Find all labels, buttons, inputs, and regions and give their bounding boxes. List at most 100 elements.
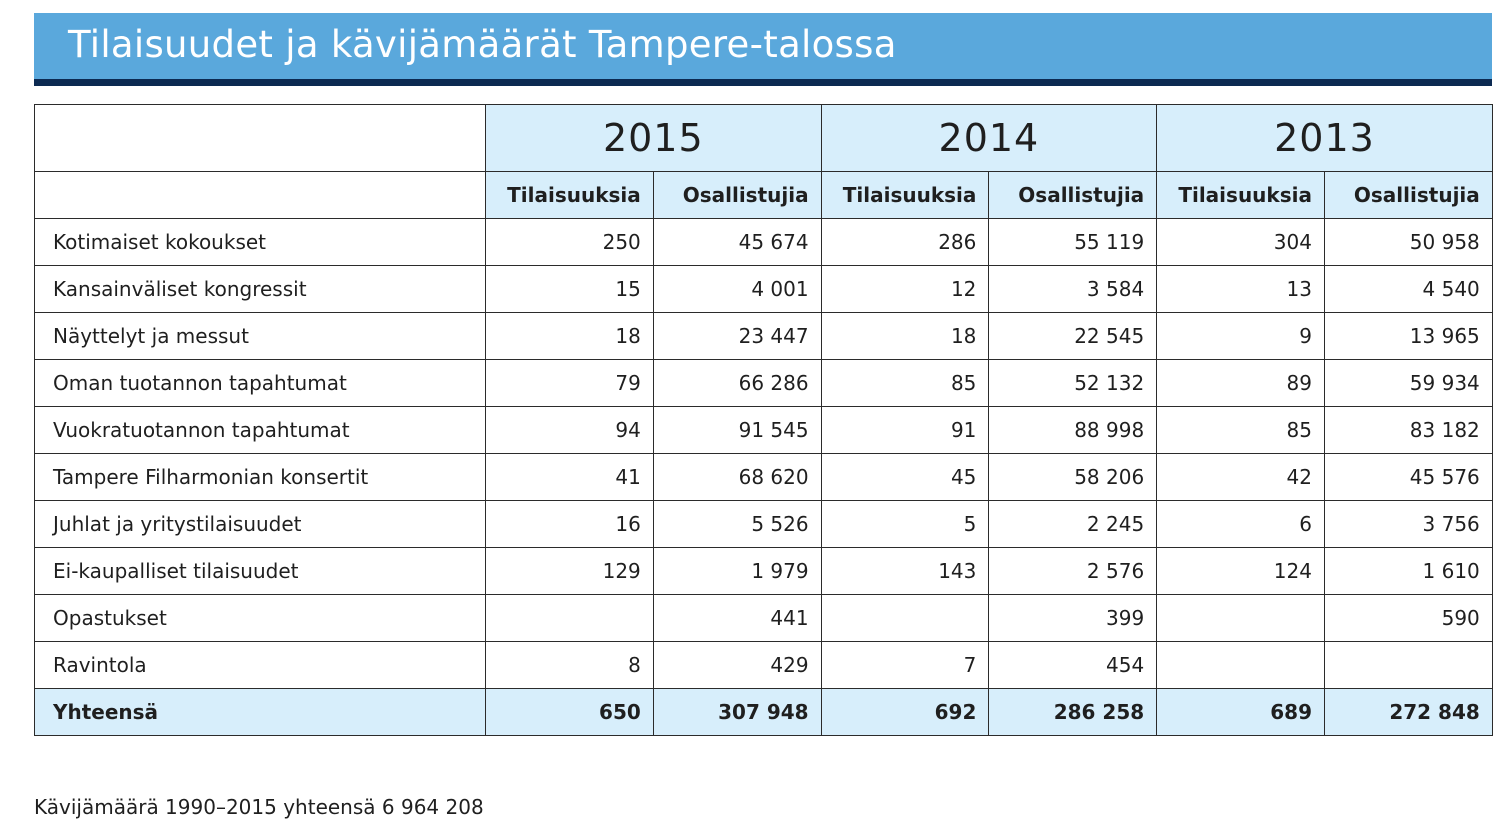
value-cell: 85 (1156, 406, 1325, 454)
value-cell (820, 594, 990, 642)
value-cell: 23 447 (652, 312, 822, 360)
year-header-2013: 2013 (1156, 104, 1493, 172)
value-cell: 4 001 (652, 265, 822, 313)
value-cell: 129 (485, 547, 654, 595)
column-header: Osallistujia (1323, 171, 1493, 219)
value-cell: 88 998 (988, 406, 1158, 454)
value-cell: 454 (988, 641, 1158, 689)
value-cell: 124 (1156, 547, 1325, 595)
value-cell: 3 756 (1323, 500, 1493, 548)
row-label: Kansainväliset kongressit (34, 265, 486, 313)
value-cell: 91 545 (652, 406, 822, 454)
table-row: Näyttelyt ja messut 18 23 447 18 22 545 9 13 9… (34, 312, 1493, 360)
value-cell: 18 (820, 312, 990, 360)
value-cell: 91 (820, 406, 990, 454)
value-cell: 85 (820, 359, 990, 407)
year-header-2015: 2015 (485, 104, 822, 172)
row-label: Tampere Filharmonian konsertit (34, 453, 486, 501)
row-label: Ravintola (34, 641, 486, 689)
value-cell (1323, 641, 1493, 689)
row-label: Ei-kaupalliset tilaisuudet (34, 547, 486, 595)
value-cell: 45 576 (1323, 453, 1493, 501)
table-row: Ei-kaupalliset tilaisuudet 129 1 979 143 2 5… (34, 547, 1493, 595)
value-cell: 66 286 (652, 359, 822, 407)
value-cell: 2 576 (988, 547, 1158, 595)
table-row: Juhlat ja yritystilaisuudet 16 5 526 5 2 245… (34, 500, 1493, 548)
column-header: Osallistujia (652, 171, 822, 219)
value-cell: 1 610 (1323, 547, 1493, 595)
value-cell (1156, 594, 1325, 642)
value-cell: 250 (485, 218, 654, 266)
year-header-2014: 2014 (820, 104, 1158, 172)
table-row: Vuokratuotannon tapahtumat 94 91 545 91 88 9… (34, 406, 1493, 454)
value-cell: 13 965 (1323, 312, 1493, 360)
row-label: Oman tuotannon tapahtumat (34, 359, 486, 407)
row-label: Näyttelyt ja messut (34, 312, 486, 360)
value-cell: 5 526 (652, 500, 822, 548)
value-cell: 83 182 (1323, 406, 1493, 454)
column-header-row: Tilaisuuksia Osallistujia Tilaisuuksia O… (34, 171, 1493, 219)
empty-corner-cell (34, 104, 486, 172)
value-cell: 1 979 (652, 547, 822, 595)
table-row: Kotimaiset kokoukset 250 45 674 286 55 119 30… (34, 218, 1493, 266)
table-row: Oman tuotannon tapahtumat 79 66 286 85 52 13… (34, 359, 1493, 407)
value-cell: 304 (1156, 218, 1325, 266)
value-cell: 12 (820, 265, 990, 313)
value-cell: 42 (1156, 453, 1325, 501)
year-header-row: 2015 2014 2013 (34, 104, 1493, 172)
value-cell: 272 848 (1323, 688, 1493, 736)
value-cell: 692 (820, 688, 990, 736)
value-cell: 89 (1156, 359, 1325, 407)
value-cell: 6 (1156, 500, 1325, 548)
value-cell: 286 258 (988, 688, 1158, 736)
value-cell: 13 (1156, 265, 1325, 313)
value-cell: 52 132 (988, 359, 1158, 407)
value-cell: 55 119 (988, 218, 1158, 266)
value-cell (485, 594, 654, 642)
title-banner: Tilaisuudet ja kävijämäärät Tampere-talo… (34, 13, 1492, 86)
table-row: Kansainväliset kongressit 15 4 001 12 3 584 1… (34, 265, 1493, 313)
value-cell: 3 584 (988, 265, 1158, 313)
table-row: Tampere Filharmonian konsertit 41 68 620 45… (34, 453, 1493, 501)
value-cell: 58 206 (988, 453, 1158, 501)
row-label: Kotimaiset kokoukset (34, 218, 486, 266)
row-label: Vuokratuotannon tapahtumat (34, 406, 486, 454)
value-cell: 22 545 (988, 312, 1158, 360)
value-cell: 9 (1156, 312, 1325, 360)
value-cell: 399 (988, 594, 1158, 642)
value-cell: 2 245 (988, 500, 1158, 548)
column-header: Tilaisuuksia (485, 171, 654, 219)
value-cell: 50 958 (1323, 218, 1493, 266)
value-cell (1156, 641, 1325, 689)
value-cell: 94 (485, 406, 654, 454)
row-label: Yhteensä (34, 688, 486, 736)
value-cell: 18 (485, 312, 654, 360)
value-cell: 59 934 (1323, 359, 1493, 407)
total-row: Yhteensä 650 307 948 692 286 258 689 272 848 (34, 688, 1493, 736)
value-cell: 79 (485, 359, 654, 407)
empty-label-header (34, 171, 486, 219)
value-cell: 286 (820, 218, 990, 266)
value-cell: 15 (485, 265, 654, 313)
value-cell: 45 674 (652, 218, 822, 266)
value-cell: 41 (485, 453, 654, 501)
value-cell: 4 540 (1323, 265, 1493, 313)
value-cell: 307 948 (652, 688, 822, 736)
value-cell: 650 (485, 688, 654, 736)
page-title: Tilaisuudet ja kävijämäärät Tampere-talo… (68, 23, 897, 66)
value-cell: 5 (820, 500, 990, 548)
statistics-table: 2015 2014 2013 Tilaisuuksia Osallistujia… (34, 104, 1493, 736)
footnote: Kävijämäärä 1990–2015 yhteensä 6 964 208 (34, 795, 484, 819)
column-header: Tilaisuuksia (820, 171, 990, 219)
column-header: Osallistujia (988, 171, 1158, 219)
value-cell: 8 (485, 641, 654, 689)
table-row: Ravintola 8 429 7 454 (34, 641, 1493, 689)
row-label: Opastukset (34, 594, 486, 642)
value-cell: 429 (652, 641, 822, 689)
value-cell: 689 (1156, 688, 1325, 736)
value-cell: 143 (820, 547, 990, 595)
value-cell: 441 (652, 594, 822, 642)
table-row: Opastukset 441 399 590 (34, 594, 1493, 642)
value-cell: 45 (820, 453, 990, 501)
column-header: Tilaisuuksia (1156, 171, 1325, 219)
